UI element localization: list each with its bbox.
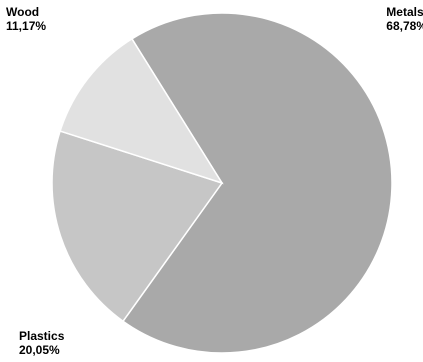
pie-slice-wood bbox=[59, 37, 224, 185]
pie-slice-plastics bbox=[51, 130, 224, 323]
pie-slice-metals bbox=[121, 12, 393, 354]
pie-slices bbox=[51, 12, 393, 354]
label-wood: Wood 11,17% bbox=[6, 5, 46, 33]
label-metals-value: 68,78% bbox=[386, 19, 423, 33]
label-wood-value: 11,17% bbox=[6, 19, 47, 33]
label-plastics: Plastics 20,05% bbox=[19, 329, 64, 357]
label-metals: Metals 68,78% bbox=[386, 5, 423, 33]
label-plastics-name: Plastics bbox=[19, 329, 65, 343]
label-wood-name: Wood bbox=[6, 5, 40, 19]
label-plastics-value: 20,05% bbox=[19, 343, 60, 357]
label-metals-name: Metals bbox=[386, 5, 423, 19]
